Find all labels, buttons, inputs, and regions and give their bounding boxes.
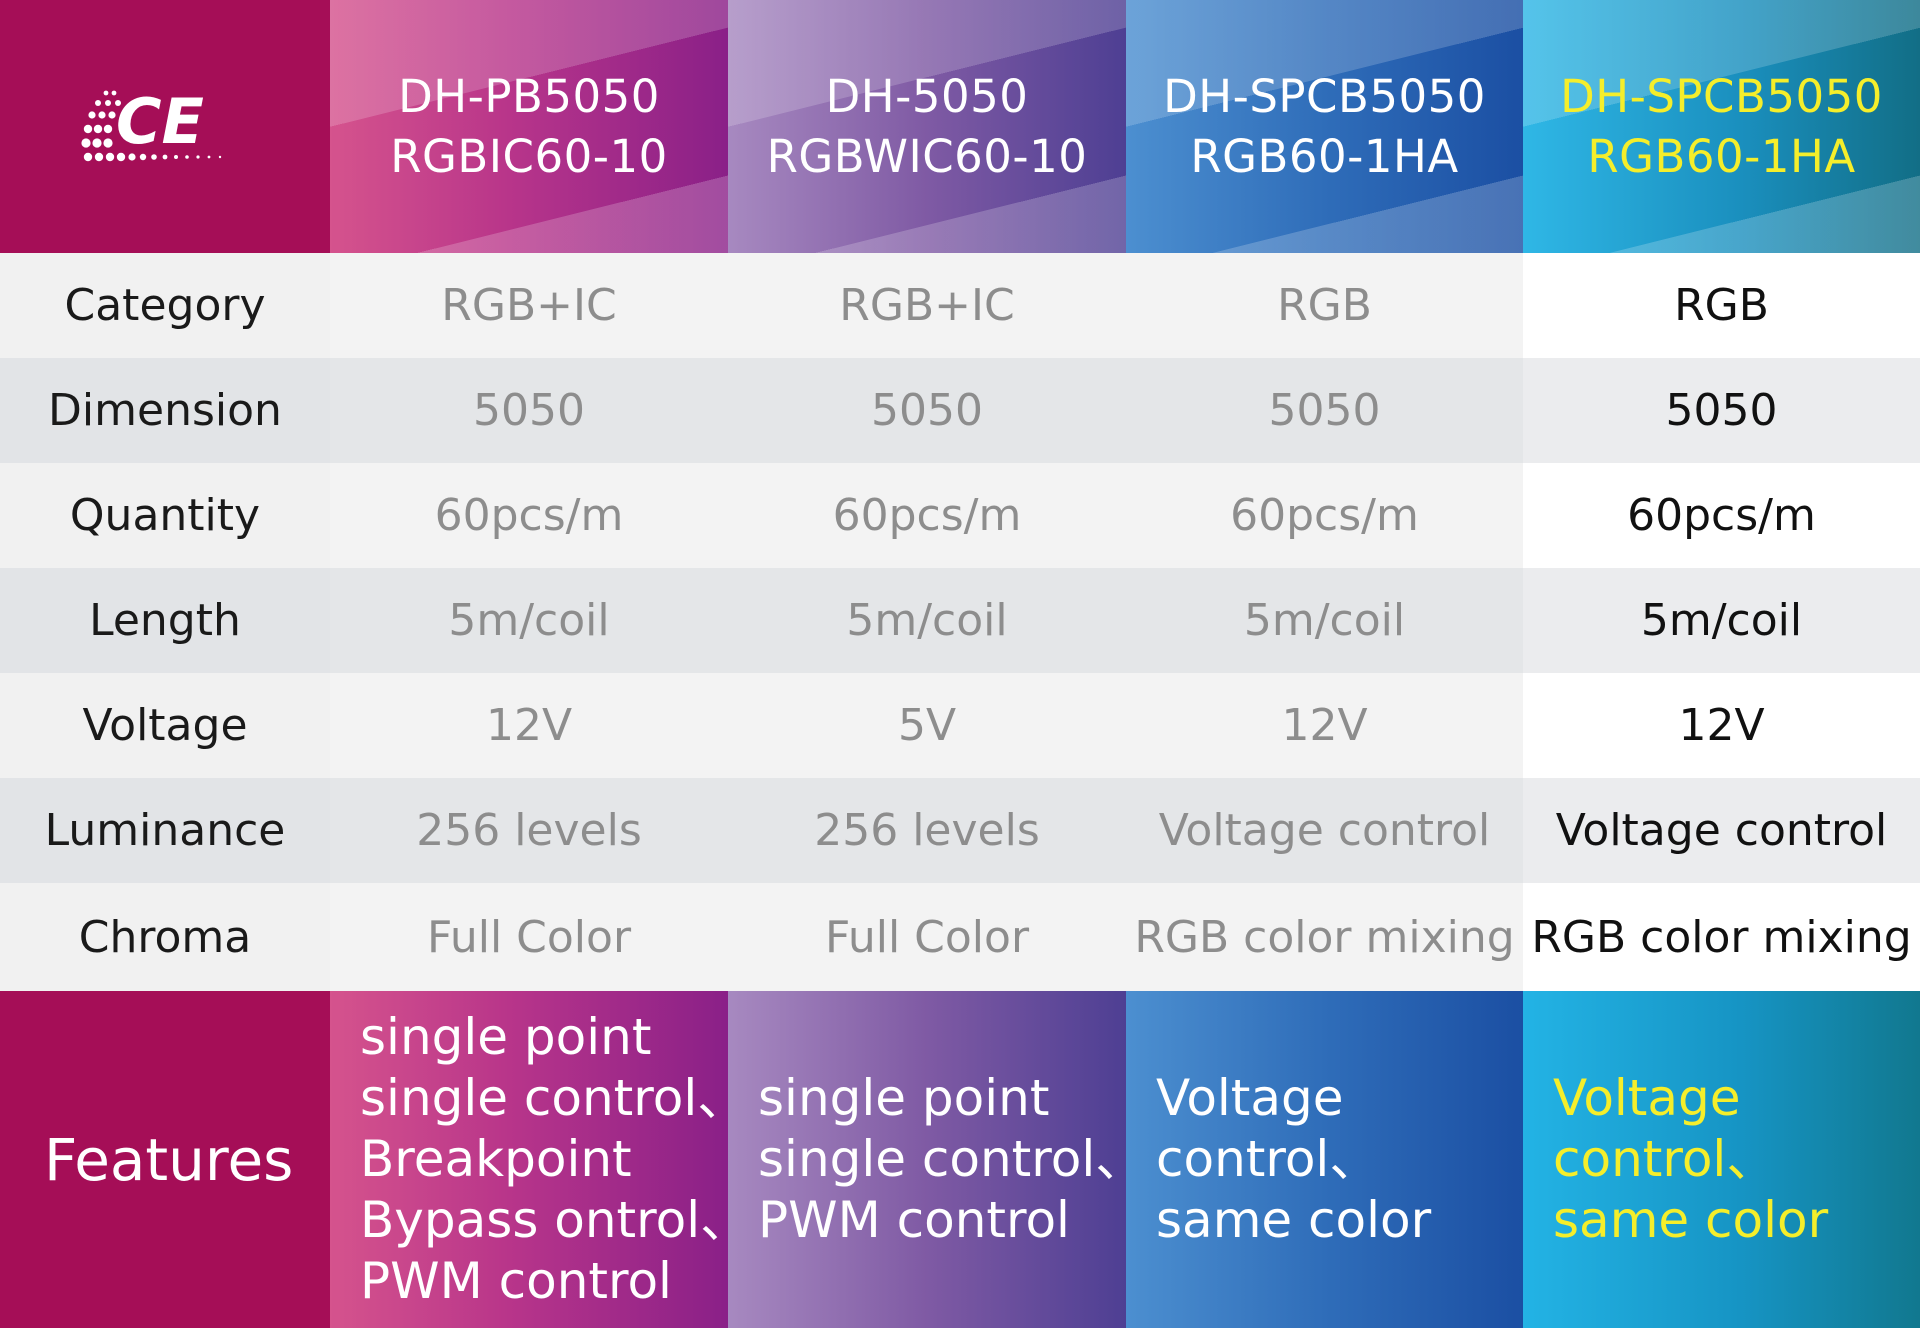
- product-2-line2: RGBWIC60-10: [766, 129, 1088, 183]
- row-value-highlight: 5m/coil: [1523, 568, 1920, 673]
- feature-line: single control、: [758, 1130, 1126, 1188]
- row-value: 12V: [1126, 673, 1523, 778]
- row-value: Full Color: [330, 883, 728, 991]
- features-product-3: Voltage control、 same color: [1126, 991, 1523, 1328]
- product-3-line1: DH-SPCB5050: [1163, 69, 1486, 123]
- row-value: 5050: [728, 358, 1126, 463]
- row-label: Luminance: [0, 778, 330, 883]
- spec-row-luminance: Luminance 256 levels 256 levels Voltage …: [0, 778, 1920, 883]
- header-product-2: DH-5050 RGBWIC60-10: [728, 0, 1126, 253]
- row-value: 5m/coil: [330, 568, 728, 673]
- row-value: RGB: [1126, 253, 1523, 358]
- row-value-highlight: RGB color mixing: [1523, 883, 1920, 991]
- feature-line: same color: [1553, 1191, 1829, 1249]
- row-value: 12V: [330, 673, 728, 778]
- row-value: 5m/coil: [1126, 568, 1523, 673]
- row-value: 256 levels: [728, 778, 1126, 883]
- feature-line: Voltage: [1156, 1069, 1344, 1127]
- header-product-1: DH-PB5050 RGBIC60-10: [330, 0, 728, 253]
- product-4-line1: DH-SPCB5050: [1560, 69, 1883, 123]
- row-value: 5V: [728, 673, 1126, 778]
- header-logo-cell: CE: [0, 0, 330, 253]
- feature-line: single point: [360, 1008, 652, 1066]
- row-value-highlight: 5050: [1523, 358, 1920, 463]
- row-value: 256 levels: [330, 778, 728, 883]
- spec-row-length: Length 5m/coil 5m/coil 5m/coil 5m/coil: [0, 568, 1920, 673]
- product-1-line1: DH-PB5050: [398, 69, 660, 123]
- product-3-line2: RGB60-1HA: [1190, 129, 1459, 183]
- row-value: 60pcs/m: [1126, 463, 1523, 568]
- row-value: 5050: [1126, 358, 1523, 463]
- row-value-highlight: 12V: [1523, 673, 1920, 778]
- row-value-highlight: 60pcs/m: [1523, 463, 1920, 568]
- spec-row-dimension: Dimension 5050 5050 5050 5050: [0, 358, 1920, 463]
- ce-logo-icon: CE: [81, 85, 222, 162]
- feature-line: control、: [1553, 1130, 1777, 1188]
- row-label: Length: [0, 568, 330, 673]
- product-2-line1: DH-5050: [825, 69, 1029, 123]
- row-value: RGB+IC: [728, 253, 1126, 358]
- features-label-cell: Features: [0, 991, 330, 1328]
- feature-line: PWM control: [360, 1252, 672, 1310]
- feature-line: single point: [758, 1069, 1050, 1127]
- row-value: Full Color: [728, 883, 1126, 991]
- spec-row-chroma: Chroma Full Color Full Color RGB color m…: [0, 883, 1920, 991]
- feature-line: control、: [1156, 1130, 1380, 1188]
- feature-line: same color: [1156, 1191, 1432, 1249]
- row-label: Dimension: [0, 358, 330, 463]
- row-label: Voltage: [0, 673, 330, 778]
- header-product-3: DH-SPCB5050 RGB60-1HA: [1126, 0, 1523, 253]
- features-product-4: Voltage control、 same color: [1523, 991, 1920, 1328]
- feature-line: PWM control: [758, 1191, 1070, 1249]
- feature-line: Voltage: [1553, 1069, 1741, 1127]
- row-value: Voltage control: [1126, 778, 1523, 883]
- features-product-1: single point single control、 Breakpoint …: [330, 991, 728, 1328]
- feature-line: Bypass ontrol、: [360, 1191, 728, 1249]
- row-value: 60pcs/m: [728, 463, 1126, 568]
- features-product-2: single point single control、 PWM control: [728, 991, 1126, 1328]
- row-value-highlight: Voltage control: [1523, 778, 1920, 883]
- spec-row-quantity: Quantity 60pcs/m 60pcs/m 60pcs/m 60pcs/m: [0, 463, 1920, 568]
- spec-row-voltage: Voltage 12V 5V 12V 12V: [0, 673, 1920, 778]
- row-value: RGB+IC: [330, 253, 728, 358]
- row-label: Chroma: [0, 883, 330, 991]
- row-label: Category: [0, 253, 330, 358]
- feature-line: single control、: [360, 1069, 728, 1127]
- row-value: 5m/coil: [728, 568, 1126, 673]
- feature-line: Breakpoint: [360, 1130, 632, 1188]
- logo-text: CE: [116, 85, 204, 158]
- features-label: Features: [44, 1125, 294, 1194]
- row-value: RGB color mixing: [1126, 883, 1523, 991]
- spec-row-category: Category RGB+IC RGB+IC RGB RGB: [0, 253, 1920, 358]
- row-label: Quantity: [0, 463, 330, 568]
- product-1-line2: RGBIC60-10: [390, 129, 668, 183]
- header-product-4: DH-SPCB5050 RGB60-1HA: [1523, 0, 1920, 253]
- product-4-line2: RGB60-1HA: [1587, 129, 1856, 183]
- row-value-highlight: RGB: [1523, 253, 1920, 358]
- row-value: 60pcs/m: [330, 463, 728, 568]
- row-value: 5050: [330, 358, 728, 463]
